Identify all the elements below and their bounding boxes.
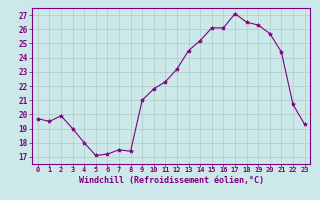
X-axis label: Windchill (Refroidissement éolien,°C): Windchill (Refroidissement éolien,°C) [79,176,264,185]
